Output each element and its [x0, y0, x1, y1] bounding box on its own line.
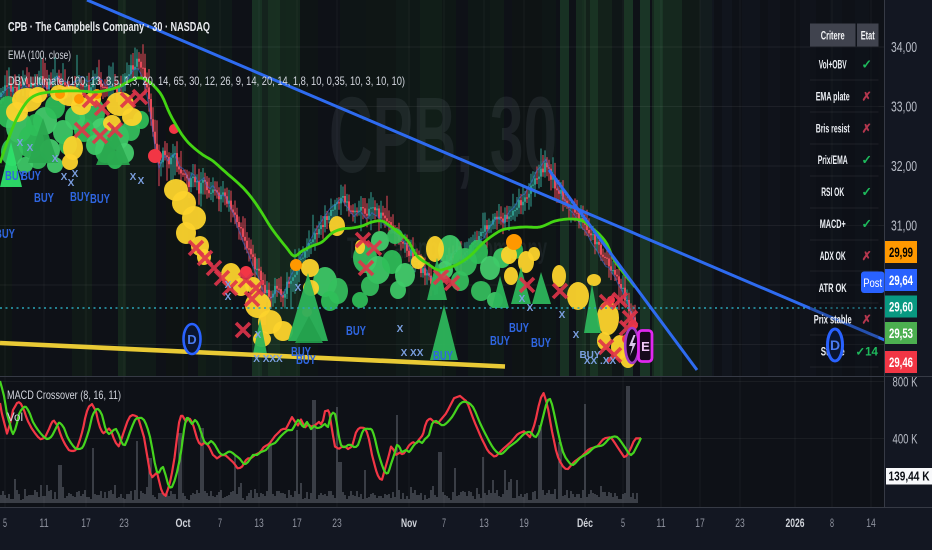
svg-text:5: 5 [3, 516, 7, 530]
svg-text:Etat: Etat [861, 29, 875, 43]
svg-text:XX .XX: XX .XX [584, 356, 617, 367]
svg-text:ADX OK: ADX OK [820, 249, 846, 263]
svg-text:23: 23 [119, 516, 129, 530]
svg-text:29,99: 29,99 [889, 244, 913, 260]
svg-text:7: 7 [442, 516, 446, 530]
svg-text:✓: ✓ [861, 153, 871, 167]
svg-text:32,00: 32,00 [891, 159, 917, 175]
svg-text:X: X [519, 294, 526, 305]
svg-text:X: X [27, 143, 34, 154]
svg-text:Prix/EMA: Prix/EMA [818, 153, 848, 167]
svg-text:X: X [527, 303, 534, 314]
svg-text:23: 23 [735, 516, 745, 530]
svg-text:19: 19 [519, 516, 529, 530]
svg-text:BUY: BUY [579, 350, 600, 361]
svg-text:Oct: Oct [176, 516, 191, 530]
svg-text:BUY: BUY [490, 334, 510, 348]
svg-text:17: 17 [695, 516, 705, 530]
svg-text:D: D [187, 332, 196, 347]
svg-text:MACD+: MACD+ [820, 217, 846, 231]
svg-text:✓14: ✓14 [855, 347, 878, 359]
svg-text:17: 17 [81, 516, 91, 530]
svg-text:X: X [255, 330, 262, 341]
svg-text:BUY: BUY [34, 191, 54, 205]
svg-text:BUY: BUY [0, 227, 15, 241]
svg-text:X: X [68, 178, 75, 189]
svg-text:X: X [573, 330, 580, 341]
svg-text:E: E [641, 339, 650, 354]
svg-text:BUY: BUY [346, 324, 366, 338]
svg-text:Bris resist: Bris resist [816, 121, 850, 135]
svg-text:CPB, 30: CPB, 30 [329, 74, 557, 195]
svg-text:X: X [61, 172, 68, 183]
svg-text:29,53: 29,53 [889, 325, 913, 341]
svg-text:X: X [397, 324, 404, 335]
svg-text:34,00: 34,00 [891, 40, 917, 56]
svg-text:17: 17 [292, 516, 302, 530]
svg-text:✗: ✗ [862, 89, 872, 103]
svg-text:BUY: BUY [21, 169, 41, 183]
svg-text:29,60: 29,60 [889, 299, 913, 315]
svg-text:33,00: 33,00 [891, 100, 917, 116]
svg-text:ATR OK: ATR OK [819, 281, 847, 295]
svg-text:EMA plate: EMA plate [816, 89, 850, 103]
svg-text:BUY: BUY [509, 321, 529, 335]
svg-text:X XXX: X XXX [253, 354, 283, 365]
svg-text:✗: ✗ [862, 249, 872, 263]
svg-text:X: X [72, 169, 79, 180]
svg-text:X: X [295, 283, 302, 294]
svg-text:✓: ✓ [861, 185, 871, 199]
svg-text:✓: ✓ [861, 58, 871, 72]
svg-text:11: 11 [656, 516, 666, 530]
svg-text:Prix stable: Prix stable [814, 313, 852, 327]
svg-text:X: X [52, 154, 59, 165]
svg-text:X: X [225, 280, 232, 291]
svg-text:X: X [17, 138, 24, 149]
svg-text:X: X [225, 292, 232, 303]
svg-text:Post: Post [863, 276, 883, 290]
svg-text:BUY: BUY [531, 336, 551, 350]
svg-text:X: X [138, 176, 145, 187]
svg-text:✗: ✗ [862, 121, 872, 135]
svg-text:D: D [830, 337, 840, 353]
svg-text:✗: ✗ [862, 313, 872, 327]
svg-text:Déc: Déc [577, 516, 593, 530]
svg-text:5: 5 [621, 516, 625, 530]
svg-text:X: X [559, 310, 566, 321]
svg-text:139,44 K: 139,44 K [889, 470, 930, 484]
svg-text:DBV Ultimate (100, 13, 8,5, 1,: DBV Ultimate (100, 13, 8,5, 1,3, 20, 14,… [8, 74, 405, 88]
svg-text:23: 23 [332, 516, 342, 530]
svg-text:Vol: Vol [7, 410, 23, 424]
svg-text:X: X [130, 172, 137, 183]
svg-text:X XX: X XX [401, 348, 424, 359]
svg-text:EMA (100, close): EMA (100, close) [8, 48, 71, 62]
svg-text:800 K: 800 K [893, 375, 918, 390]
svg-text:BUY: BUY [433, 349, 453, 363]
svg-text:11: 11 [39, 516, 49, 530]
svg-text:13: 13 [479, 516, 489, 530]
svg-text:RSI OK: RSI OK [821, 185, 844, 199]
svg-text:BUY: BUY [291, 345, 311, 359]
svg-text:31,00: 31,00 [891, 219, 917, 235]
svg-text:CPB · The Campbells Company ·: CPB · The Campbells Company · 30 · NASDA… [8, 19, 210, 34]
svg-text:BUY: BUY [296, 353, 316, 367]
svg-text:Nov: Nov [401, 516, 417, 530]
svg-text:BUY: BUY [90, 192, 110, 206]
svg-text:29,64: 29,64 [889, 272, 913, 288]
svg-text:29,46: 29,46 [889, 354, 913, 370]
svg-text:7: 7 [218, 516, 222, 530]
svg-text:Vol+OBV: Vol+OBV [819, 58, 847, 72]
svg-text:BUY: BUY [70, 190, 90, 204]
svg-text:14: 14 [866, 516, 876, 530]
svg-text:Critere: Critere [821, 29, 845, 43]
svg-text:BUY: BUY [5, 169, 25, 183]
svg-text:2026: 2026 [786, 516, 805, 530]
svg-text:400 K: 400 K [893, 432, 918, 447]
svg-text:MACD Crossover (8, 16, 11): MACD Crossover (8, 16, 11) [7, 388, 121, 402]
svg-text:13: 13 [254, 516, 264, 530]
svg-text:8: 8 [830, 516, 834, 530]
svg-text:✓: ✓ [861, 217, 871, 231]
